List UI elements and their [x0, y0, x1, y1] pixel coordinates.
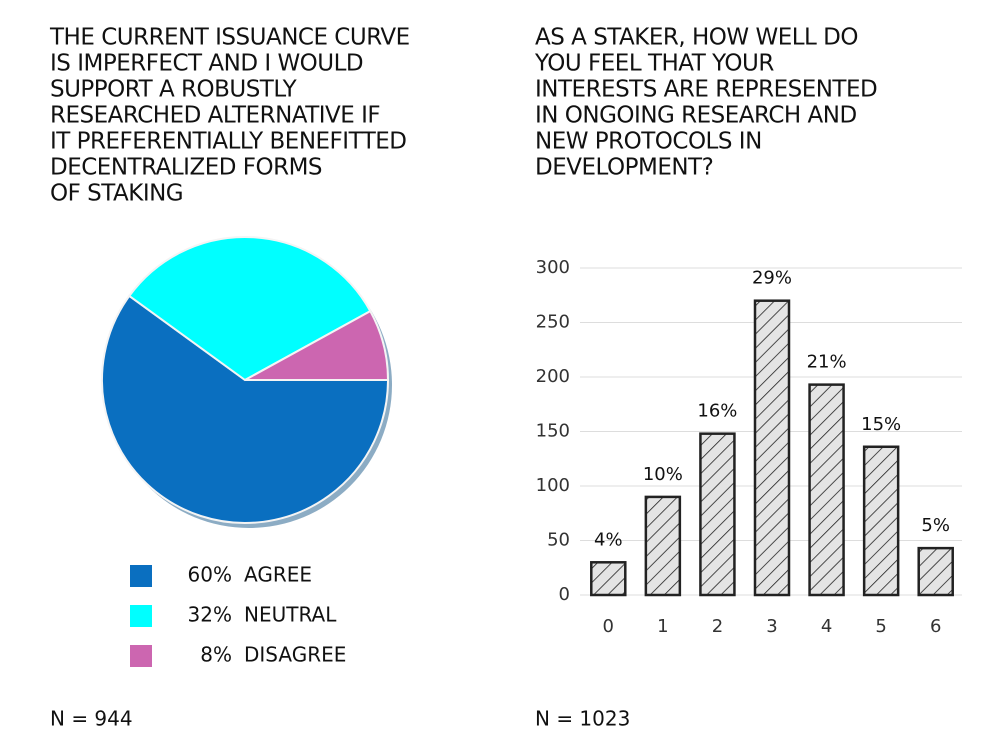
chart-title: NEW PROTOCOLS IN: [535, 129, 762, 155]
bar-percent-label: 29%: [752, 268, 792, 289]
x-tick-label: 3: [766, 616, 777, 637]
chart-title: RESEARCHED ALTERNATIVE IF: [50, 103, 380, 129]
y-tick-label: 150: [536, 421, 570, 442]
legend-label: NEUTRAL: [244, 603, 337, 627]
pie-slice: [244, 309, 390, 381]
y-tick-label: 250: [536, 312, 570, 333]
bar-percent-label: 16%: [697, 401, 737, 422]
chart-title: SUPPORT A ROBUSTLY: [50, 77, 298, 103]
bar-hatch: [700, 433, 735, 595]
bar-hatch: [918, 548, 953, 595]
bar-hatch: [864, 446, 899, 595]
legend-value: 8%: [200, 643, 232, 667]
y-tick-label: 300: [536, 257, 570, 278]
x-tick-label: 0: [603, 616, 614, 637]
legend-swatch: [130, 565, 152, 587]
legend-value: 60%: [188, 563, 232, 587]
bar-percent-label: 10%: [643, 464, 683, 485]
x-tick-label: 5: [875, 616, 886, 637]
bar-hatch: [755, 300, 789, 595]
pie-slice: [101, 294, 390, 524]
x-tick-label: 2: [712, 616, 723, 637]
chart-title: OF STAKING: [50, 181, 183, 207]
bar-percent-label: 4%: [594, 529, 623, 550]
y-tick-label: 50: [547, 530, 570, 551]
pie-slice: [127, 236, 372, 382]
chart-title: IT PREFERENTIALLY BENEFITTED: [50, 129, 407, 155]
y-tick-label: 100: [536, 475, 570, 496]
chart-title: DECENTRALIZED FORMS: [50, 155, 322, 181]
bar-hatch: [591, 562, 626, 595]
bar-hatch: [645, 496, 680, 595]
legend-swatch: [130, 605, 152, 627]
legend-value: 32%: [188, 603, 232, 627]
y-tick-label: 0: [559, 584, 570, 605]
x-tick-label: 1: [657, 616, 668, 637]
sample-size: N = 944: [50, 707, 133, 731]
chart-title: THE CURRENT ISSUANCE CURVE: [49, 25, 410, 51]
chart-title: INTERESTS ARE REPRESENTED: [535, 77, 877, 103]
sample-size: N = 1023: [535, 707, 630, 731]
chart-title: IN ONGOING RESEARCH AND: [535, 103, 857, 129]
x-tick-label: 6: [930, 616, 941, 637]
bar-percent-label: 15%: [861, 414, 901, 435]
legend-label: AGREE: [244, 563, 312, 587]
bar-hatch: [809, 384, 844, 595]
chart-title: DEVELOPMENT?: [535, 155, 713, 181]
legend-label: DISAGREE: [244, 643, 346, 667]
chart-title: YOU FEEL THAT YOUR: [534, 51, 774, 77]
chart-title: IS IMPERFECT AND I WOULD: [50, 51, 363, 77]
bar-percent-label: 21%: [807, 352, 847, 373]
y-tick-label: 200: [536, 366, 570, 387]
x-tick-label: 4: [821, 616, 832, 637]
chart-title: AS A STAKER, HOW WELL DO: [535, 25, 858, 51]
bar-percent-label: 5%: [921, 515, 950, 536]
legend-swatch: [130, 645, 152, 667]
